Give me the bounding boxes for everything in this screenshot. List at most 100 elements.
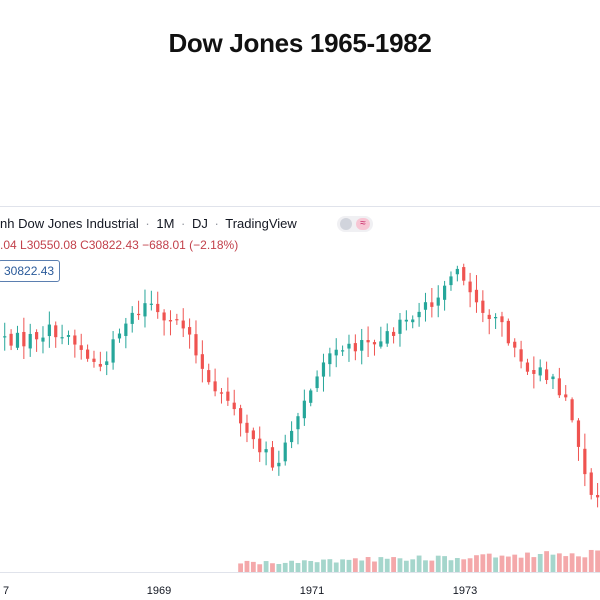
- separator-dot: ·: [145, 216, 150, 231]
- volume-bar: [365, 557, 371, 572]
- volume-bar: [333, 562, 339, 572]
- candle-body: [360, 340, 364, 351]
- candle-body: [86, 349, 90, 359]
- candle-body: [200, 354, 204, 369]
- candle-body: [583, 448, 587, 475]
- candle-body: [347, 343, 351, 349]
- volume-bar: [308, 560, 314, 572]
- candle-body: [487, 314, 491, 320]
- candle-body: [385, 331, 389, 344]
- candle-body: [334, 349, 338, 356]
- volume-bar: [505, 556, 511, 572]
- separator-dot: ·: [181, 216, 186, 231]
- candle-body: [35, 332, 39, 340]
- candle-body: [423, 302, 428, 310]
- volume-bar: [563, 556, 569, 572]
- candle-body: [92, 358, 96, 362]
- volume-bar: [582, 557, 588, 572]
- page-title: Dow Jones 1965-1982: [168, 28, 432, 58]
- volume-bar: [321, 559, 326, 572]
- volume-bar: [295, 562, 301, 572]
- candle-body: [500, 316, 504, 323]
- volume-bar: [340, 559, 345, 572]
- candle-body: [232, 402, 236, 410]
- symbol-prefix: nh: [0, 216, 15, 231]
- candle-body: [551, 376, 555, 380]
- candle-body: [143, 303, 147, 317]
- volume-bar: [244, 560, 250, 572]
- candle-layer: [3, 263, 600, 508]
- candle-body: [430, 302, 434, 307]
- candle-body: [411, 319, 415, 323]
- candle-body: [372, 342, 377, 345]
- minus-icon: [340, 218, 352, 230]
- candle-body: [137, 313, 141, 316]
- volume-bar: [346, 559, 352, 572]
- candle-body: [207, 370, 211, 383]
- candle-body: [557, 378, 561, 396]
- candle-body: [66, 335, 71, 337]
- candle-body: [124, 323, 128, 336]
- candle-body: [309, 390, 313, 403]
- symbol-name[interactable]: Dow Jones Industrial: [18, 216, 139, 231]
- candle-body: [341, 350, 345, 352]
- volume-bar: [314, 562, 320, 572]
- candle-body: [245, 422, 249, 433]
- volume-bar: [525, 552, 530, 572]
- candle-body: [79, 345, 83, 350]
- volume-bar: [378, 557, 384, 572]
- time-axis: 71969197119731975197719791981: [3, 585, 477, 597]
- candle-body: [328, 353, 332, 365]
- candle-body: [47, 324, 51, 337]
- candle-body: [168, 320, 173, 322]
- candle-body: [162, 312, 166, 321]
- candle-body: [315, 376, 319, 389]
- candle-body: [194, 334, 198, 356]
- volume-bar: [289, 560, 294, 572]
- candle-body: [219, 392, 224, 394]
- indicator-toggle[interactable]: ≈: [337, 216, 373, 232]
- volume-bar: [359, 560, 365, 572]
- candle-body: [54, 325, 58, 338]
- candle-body: [455, 268, 459, 275]
- candle-body: [239, 408, 243, 424]
- candle-body: [28, 333, 32, 349]
- candle-body: [596, 495, 600, 498]
- candle-body: [462, 267, 466, 281]
- volume-bar: [512, 554, 518, 572]
- candle-body: [398, 319, 402, 334]
- volume-bar: [238, 563, 243, 572]
- candle-body: [449, 276, 453, 286]
- candle-body: [149, 303, 153, 305]
- volume-bar: [372, 561, 377, 572]
- candle-body: [264, 449, 268, 453]
- price-chart[interactable]: 71969197119731975197719791981: [0, 206, 600, 600]
- volume-bar: [531, 557, 537, 572]
- candle-body: [9, 333, 13, 346]
- volume-bar: [467, 558, 473, 572]
- wave-icon: ≈: [356, 218, 370, 230]
- candle-body: [494, 317, 498, 319]
- candle-body: [98, 363, 102, 367]
- candle-body: [474, 289, 479, 303]
- volume-bar: [442, 556, 447, 572]
- source-label: TradingView: [225, 216, 297, 231]
- interval-label[interactable]: 1M: [156, 216, 175, 231]
- volume-bar: [474, 555, 479, 572]
- x-tick-label: 7: [3, 585, 9, 597]
- volume-bar: [544, 551, 549, 572]
- volume-bar: [480, 554, 486, 572]
- chart-widget[interactable]: nh Dow Jones Industrial · 1M · DJ · Trad…: [0, 206, 600, 600]
- candle-body: [576, 420, 581, 447]
- volume-bar: [327, 559, 333, 572]
- volume-bar: [493, 557, 498, 572]
- volume-bar: [282, 562, 288, 572]
- volume-bar: [416, 555, 422, 572]
- candle-body: [41, 337, 45, 342]
- volume-bar: [499, 555, 505, 572]
- volume-bar: [384, 558, 390, 572]
- candle-body: [366, 340, 370, 343]
- candle-body: [73, 335, 77, 345]
- candle-body: [532, 370, 536, 374]
- volume-bar: [423, 560, 428, 572]
